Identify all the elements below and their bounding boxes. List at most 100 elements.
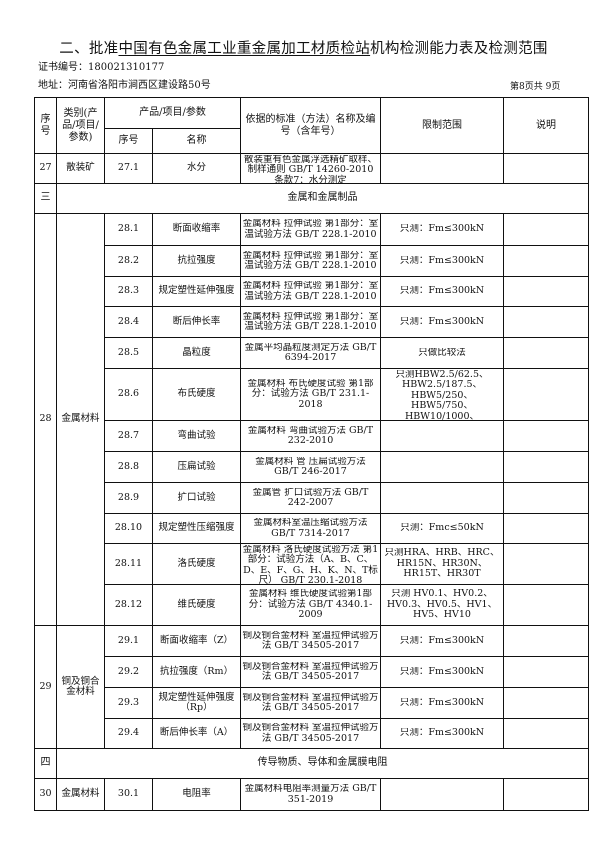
item-standard: 金属材料 布氏硬度试验 第1部分：试验方法 GB/T 231.1-2018 bbox=[240, 368, 381, 421]
item-name: 水分 bbox=[152, 153, 241, 184]
item-limit: 只测：Fm≤300kN bbox=[380, 276, 504, 307]
table-row: 28.4 断后伸长率 金属材料 拉伸试验 第1部分：室温试验方法 GB/T 228.… bbox=[35, 306, 589, 338]
table-row: 28.5 晶粒度 金属平均晶粒度测定方法 GB/T 6394-2017 只做比较法 bbox=[35, 337, 589, 369]
item-number: 28.4 bbox=[104, 306, 153, 338]
item-limit: 只测：Fm≤300kN bbox=[380, 306, 504, 338]
item-note bbox=[503, 625, 589, 657]
standard-text: 铜及铜合金材料 室温拉伸试验方法 GB/T 34505-2017 bbox=[242, 692, 379, 713]
standard-text: 铜及铜合金材料 室温拉伸试验方法 GB/T 34505-2017 bbox=[242, 630, 379, 651]
standard-text: 金属材料 弯曲试验方法 GB/T 232-2010 bbox=[247, 425, 374, 446]
header-sub-no: 序号 bbox=[104, 128, 153, 154]
page-title: 二、批准中国有色金属工业重金属加工材质检站机构检测能力表及检测范围 bbox=[59, 41, 548, 57]
item-note bbox=[503, 306, 589, 338]
limit-text: 只测HBW2.5/62.5、HBW2.5/187.5、HBW5/250、HBW5… bbox=[395, 369, 489, 420]
table-row: 30 金属材料 30.1 电阻率 金属材料电阻率测量方法 GB/T 351-2019 bbox=[34, 778, 589, 811]
item-limit bbox=[380, 451, 504, 483]
item-number: 28.5 bbox=[104, 337, 153, 369]
item-number: 30.1 bbox=[104, 778, 153, 811]
item-limit: 只测HBW2.5/62.5、HBW2.5/187.5、HBW5/250、HBW5… bbox=[380, 368, 504, 421]
item-limit: 只测：Fm≤300kN bbox=[380, 245, 504, 277]
standard-text: 金属平均晶粒度测定方法 GB/T 6394-2017 bbox=[244, 342, 377, 363]
item-name: 扩口试验 bbox=[152, 482, 241, 514]
item-limit: 只测：Fm≤300kN bbox=[380, 718, 504, 749]
item-limit bbox=[380, 420, 504, 452]
item-number: 29.1 bbox=[104, 625, 153, 657]
item-limit: 只测：Fm≤300kN bbox=[380, 213, 504, 246]
item-limit bbox=[380, 778, 504, 811]
item-standard: 金属平均晶粒度测定方法 GB/T 6394-2017 bbox=[240, 337, 381, 369]
limit-text: 只测 HV0.1、HV0.2、HV0.3、HV0.5、HV1、HV5、HV10 bbox=[386, 589, 498, 621]
item-note bbox=[503, 656, 589, 688]
group-number: 27 bbox=[34, 153, 57, 184]
section-label: 传导物质、导体和金属膜电阻 bbox=[56, 748, 589, 779]
item-name: 断面收缩率 bbox=[152, 213, 241, 246]
table-row: 29.3 规定塑性延伸强度（Rp） 铜及铜合金材料 室温拉伸试验方法 GB/T 34… bbox=[35, 687, 589, 719]
section-number: 三 bbox=[34, 183, 57, 214]
group-number: 29 bbox=[34, 625, 57, 749]
item-number: 28.7 bbox=[104, 420, 153, 452]
item-standard: 金属材料 拉伸试验 第1部分：室温试验方法 GB/T 228.1-2010 bbox=[240, 276, 381, 307]
item-standard: 金属材料 弯曲试验方法 GB/T 232-2010 bbox=[240, 420, 381, 452]
item-note bbox=[503, 153, 589, 184]
item-standard: 金属材料 洛氏硬度试验方法 第1部分：试验方法（A、B、C、D、E、F、G、H、… bbox=[240, 543, 381, 585]
item-note bbox=[503, 245, 589, 277]
table-row: 28 金属材料 28.1 断面收缩率 金属材料 拉伸试验 第1部分：室温试验方法 GB/… bbox=[34, 213, 589, 626]
group-number: 30 bbox=[34, 778, 57, 811]
limit-text: 只测HRA、HRB、HRC、HR15N、HR30N、HR15T、HR30T bbox=[384, 548, 500, 580]
item-name: 抗拉强度 bbox=[152, 245, 241, 277]
capability-table: 序号 类别(产品/项目/参数) 产品/项目/参数 依据的标准（方法）名称及编号（… bbox=[34, 97, 589, 811]
item-name: 断面收缩率（Z） bbox=[152, 625, 241, 657]
item-name: 规定塑性延伸强度（Rp） bbox=[152, 687, 241, 719]
item-name: 断后伸长率 bbox=[152, 306, 241, 338]
table-row: 28.3 规定塑性延伸强度 金属材料 拉伸试验 第1部分：室温试验方法 GB/T 2… bbox=[35, 276, 589, 307]
group-category: 铜及铜合金材料 bbox=[56, 625, 105, 749]
item-number: 29.3 bbox=[104, 687, 153, 719]
item-limit: 只测：Fmc≤50kN bbox=[380, 513, 504, 544]
item-number: 27.1 bbox=[104, 153, 153, 184]
limit-text: 只测：Fm≤300kN bbox=[399, 635, 485, 646]
item-note bbox=[503, 482, 589, 514]
item-number: 28.2 bbox=[104, 245, 153, 277]
item-note bbox=[503, 451, 589, 483]
header-category: 类别(产品/项目/参数) bbox=[56, 97, 105, 154]
standard-text: 铜及铜合金材料 室温拉伸试验方法 GB/T 34505-2017 bbox=[242, 661, 379, 682]
group-category: 金属材料 bbox=[56, 778, 105, 811]
item-standard: 铜及铜合金材料 室温拉伸试验方法 GB/T 34505-2017 bbox=[240, 625, 381, 657]
section-row: 四传导物质、导体和金属膜电阻 bbox=[34, 748, 589, 779]
header-note: 说明 bbox=[503, 97, 589, 154]
address: 地址：河南省洛阳市涧西区建设路50号 bbox=[38, 80, 211, 91]
item-standard: 铜及铜合金材料 室温拉伸试验方法 GB/T 34505-2017 bbox=[240, 656, 381, 688]
item-name: 规定塑性延伸强度 bbox=[152, 276, 241, 307]
item-standard: 金属管 扩口试验方法 GB/T 242-2007 bbox=[240, 482, 381, 514]
table-row: 28.12 维氏硬度 金属材料 维氏硬度试验第1部分：试验方法 GB/T 4340.… bbox=[35, 584, 589, 626]
item-number: 29.4 bbox=[104, 718, 153, 749]
table-row: 28.9 扩口试验 金属管 扩口试验方法 GB/T 242-2007 bbox=[35, 482, 589, 514]
item-number: 28.11 bbox=[104, 543, 153, 585]
standard-text: 铜及铜合金材料 室温拉伸试验方法 GB/T 34505-2017 bbox=[242, 723, 379, 744]
table-row: 28.8 压扁试验 金属材料 管 压扁试验方法 GB/T 246-2017 bbox=[35, 451, 589, 483]
limit-text: 只测：Fm≤300kN bbox=[399, 666, 485, 677]
group-category: 金属材料 bbox=[56, 213, 105, 626]
standard-text: 散装重有色金属浮选精矿取样、制样通则 GB/T 14260-2010 条款7：水… bbox=[243, 154, 377, 183]
item-limit: 只测：Fm≤300kN bbox=[380, 625, 504, 657]
item-limit: 只测 HV0.1、HV0.2、HV0.3、HV0.5、HV1、HV5、HV10 bbox=[380, 584, 504, 626]
table-row: 27 散装矿 27.1 水分 散装重有色金属浮选精矿取样、制样通则 GB/T 14260… bbox=[34, 153, 589, 184]
item-note bbox=[503, 420, 589, 452]
item-note bbox=[503, 718, 589, 749]
item-note bbox=[503, 513, 589, 544]
item-name: 电阻率 bbox=[152, 778, 241, 811]
limit-text: 只做比较法 bbox=[418, 347, 466, 358]
standard-text: 金属材料室温压缩试验方法 GB/T 7314-2017 bbox=[253, 518, 368, 539]
item-limit: 只测HRA、HRB、HRC、HR15N、HR30N、HR15T、HR30T bbox=[380, 543, 504, 585]
item-limit bbox=[380, 153, 504, 184]
item-number: 28.6 bbox=[104, 368, 153, 421]
table-row: 28.10 规定塑性压缩强度 金属材料室温压缩试验方法 GB/T 7314-2017… bbox=[35, 513, 589, 544]
item-number: 28.10 bbox=[104, 513, 153, 544]
table-row: 28.2 抗拉强度 金属材料 拉伸试验 第1部分：室温试验方法 GB/T 228.1… bbox=[35, 245, 589, 277]
item-standard: 散装重有色金属浮选精矿取样、制样通则 GB/T 14260-2010 条款7：水… bbox=[240, 153, 381, 184]
item-note bbox=[503, 213, 589, 246]
table-row: 28.7 弯曲试验 金属材料 弯曲试验方法 GB/T 232-2010 bbox=[35, 420, 589, 452]
item-name: 断后伸长率（A） bbox=[152, 718, 241, 749]
item-note bbox=[503, 687, 589, 719]
header-limit: 限制范围 bbox=[380, 97, 504, 154]
